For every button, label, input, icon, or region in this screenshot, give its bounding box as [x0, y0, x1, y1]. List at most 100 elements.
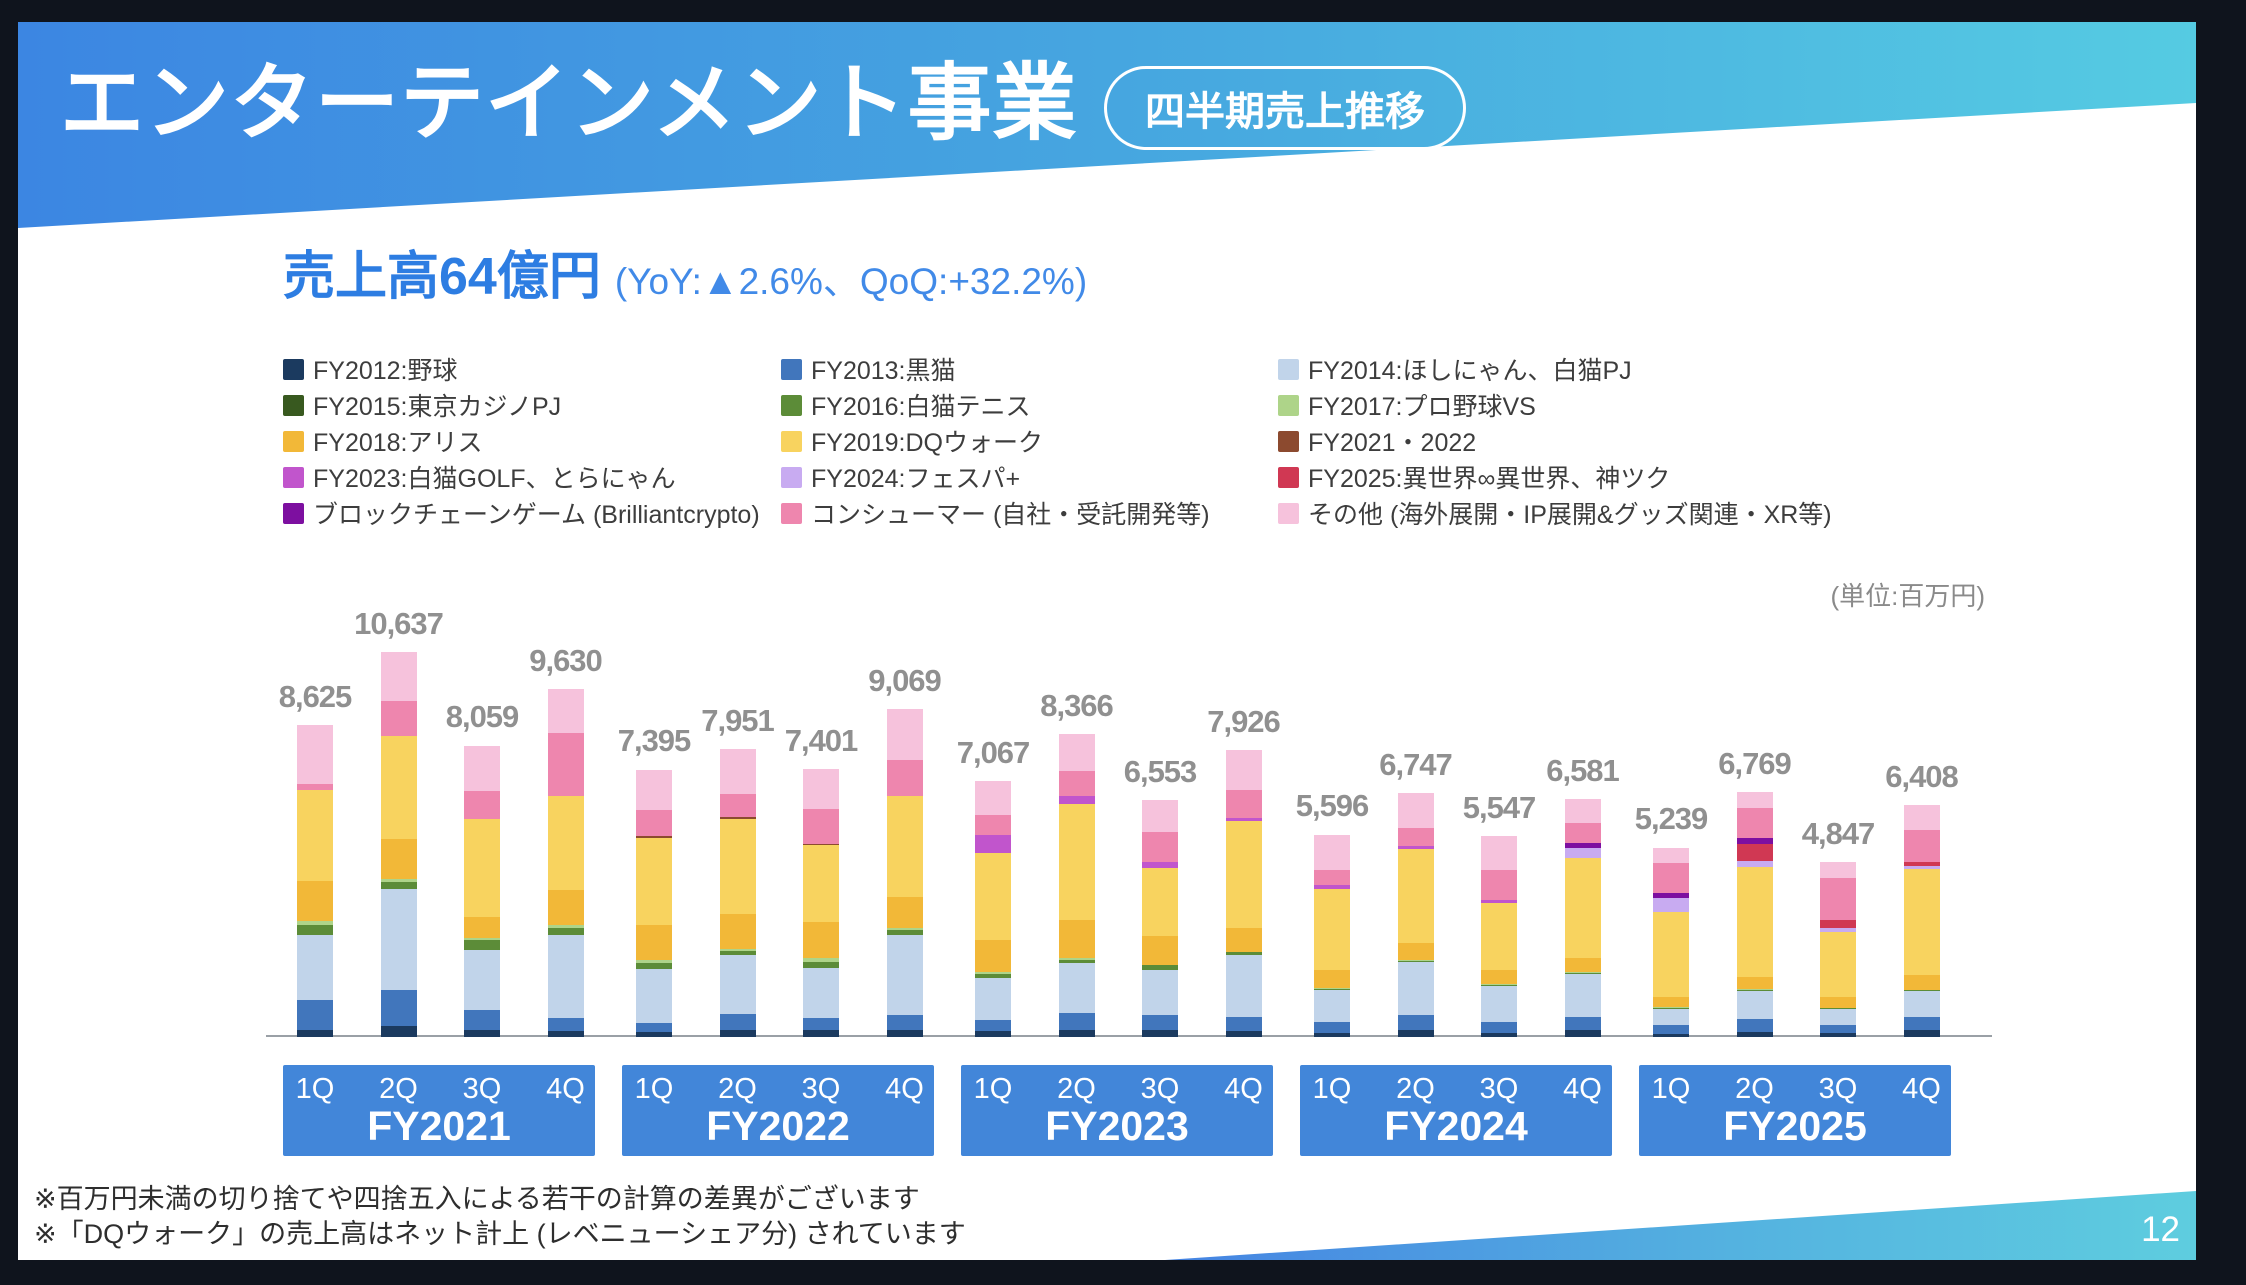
legend-item: FY2024:フェスパ+ — [781, 460, 1020, 494]
bar-segment — [380, 652, 417, 702]
bar-segment — [975, 978, 1011, 1020]
legend-item: FY2021・2022 — [1278, 424, 1476, 458]
bar-segment — [1736, 1019, 1773, 1032]
fiscal-year-label: FY2021 — [367, 1103, 511, 1149]
quarter-label: 4Q — [1902, 1073, 1941, 1105]
bar-segment — [380, 889, 417, 990]
legend-item: FY2013:黒猫 — [781, 352, 956, 386]
bar-segment — [1903, 805, 1940, 831]
legend-label: FY2025:異世界∞異世界、神ツク — [1308, 465, 1671, 493]
legend-swatch-icon — [781, 358, 802, 380]
legend-swatch-icon — [283, 502, 304, 524]
bar-segment — [1481, 985, 1517, 986]
bar-segment — [886, 1030, 923, 1037]
bar-segment — [547, 1018, 584, 1031]
bar-segment — [464, 818, 500, 917]
quarter-label: 3Q — [1818, 1073, 1858, 1105]
stacked-bar-FY2022-1Q — [636, 769, 672, 1037]
stacked-bar-FY2021-3Q — [464, 745, 500, 1037]
bar-segment — [1481, 1033, 1517, 1037]
legend-swatch-icon — [781, 394, 802, 416]
bar-segment — [1397, 828, 1434, 846]
bar-segment — [1481, 984, 1517, 985]
bar-segment — [719, 819, 756, 914]
bar-segment — [803, 1018, 839, 1030]
bar-segment — [547, 1031, 584, 1037]
legend-label: ブロックチェーンゲーム (Brilliantcrypto) — [313, 501, 760, 529]
legend-swatch-icon — [781, 430, 802, 452]
bar-segment — [1564, 958, 1601, 972]
bar-segment — [1653, 897, 1689, 912]
quarter-label: 4Q — [885, 1073, 924, 1105]
bar-segment — [1397, 1030, 1434, 1037]
bar-segment — [1058, 804, 1095, 920]
bar-segment — [464, 950, 500, 1010]
quarter-label: 2Q — [718, 1073, 757, 1105]
unit-label: (単位:百万円) — [1830, 581, 1985, 611]
bar-total-label: 6,747 — [1379, 746, 1453, 782]
bar-segment — [975, 781, 1011, 816]
bar-segment — [1820, 877, 1856, 920]
legend-item: FY2014:ほしにゃん、白猫PJ — [1278, 352, 1632, 386]
bar-segment — [1225, 818, 1262, 822]
bar-segment — [1653, 862, 1689, 893]
bar-segment — [886, 708, 923, 760]
bar-total-label: 4,847 — [1801, 815, 1876, 851]
bar-segment — [1653, 892, 1689, 898]
bar-segment — [1225, 790, 1262, 819]
bar-segment — [1736, 808, 1773, 839]
bar-total-label: 7,401 — [784, 723, 859, 759]
bar-segment — [380, 1026, 417, 1037]
bar-segment — [1564, 858, 1601, 958]
bar-segment — [1820, 1033, 1856, 1037]
bar-segment — [297, 1030, 333, 1037]
bar-segment — [1564, 1030, 1601, 1037]
footnotes: ※百万円未満の切り捨てや四捨五入による若干の計算の差異がございます ※「DQウォ… — [34, 1182, 966, 1252]
bar-segment — [803, 1030, 839, 1037]
bar-total-label: 9,069 — [868, 662, 942, 698]
bar-segment — [886, 927, 923, 930]
bar-total-label: 9,630 — [529, 642, 603, 678]
bar-segment — [636, 809, 672, 836]
bar-segment — [636, 837, 672, 925]
bar-segment — [886, 759, 923, 796]
bar-segment — [380, 701, 417, 737]
bar-total-label: 6,408 — [1885, 759, 1959, 795]
bar-segment — [464, 790, 500, 819]
quarter-label: 1Q — [295, 1073, 335, 1105]
bar-segment — [464, 1010, 500, 1030]
legend-label: FY2016:白猫テニス — [811, 393, 1031, 421]
bar-segment — [1225, 1031, 1262, 1037]
bar-segment — [1653, 1025, 1689, 1034]
bar-segment — [547, 934, 584, 1018]
bar-segment — [719, 1014, 756, 1030]
bar-segment — [297, 1000, 333, 1030]
bar-segment — [1225, 821, 1262, 928]
legend-swatch-icon — [1278, 430, 1299, 452]
fiscal-year-band-FY2023: 1Q 2Q 3Q 4Q FY2023 — [961, 1065, 1273, 1156]
legend-swatch-icon — [1278, 466, 1299, 488]
bar-total-label: 7,926 — [1207, 704, 1281, 740]
legend-swatch-icon — [283, 466, 304, 488]
legend-item: FY2015:東京カジノPJ — [283, 388, 561, 422]
bar-segment — [1564, 1017, 1601, 1030]
bar-segment — [297, 935, 333, 1000]
bar-segment — [1314, 884, 1350, 889]
bar-segment — [1736, 991, 1773, 1019]
bar-segment — [1481, 836, 1517, 871]
bar-segment — [1564, 848, 1601, 858]
page-number: 12 — [2141, 1210, 2180, 1249]
stacked-bar-FY2022-4Q — [886, 708, 923, 1037]
bar-segment — [1653, 1009, 1689, 1025]
bar-segment — [1058, 1013, 1095, 1030]
bar-segment — [1397, 793, 1434, 828]
bar-segment — [547, 688, 584, 733]
bar-segment — [803, 844, 839, 846]
bar-total-label: 5,547 — [1462, 790, 1537, 826]
bar-total-label: 6,769 — [1718, 746, 1792, 781]
quarter-label: 4Q — [1224, 1073, 1263, 1105]
bar-segment — [1142, 936, 1178, 965]
bar-segment — [1225, 952, 1262, 955]
bar-segment — [1142, 868, 1178, 936]
quarter-label: 4Q — [1563, 1073, 1602, 1105]
